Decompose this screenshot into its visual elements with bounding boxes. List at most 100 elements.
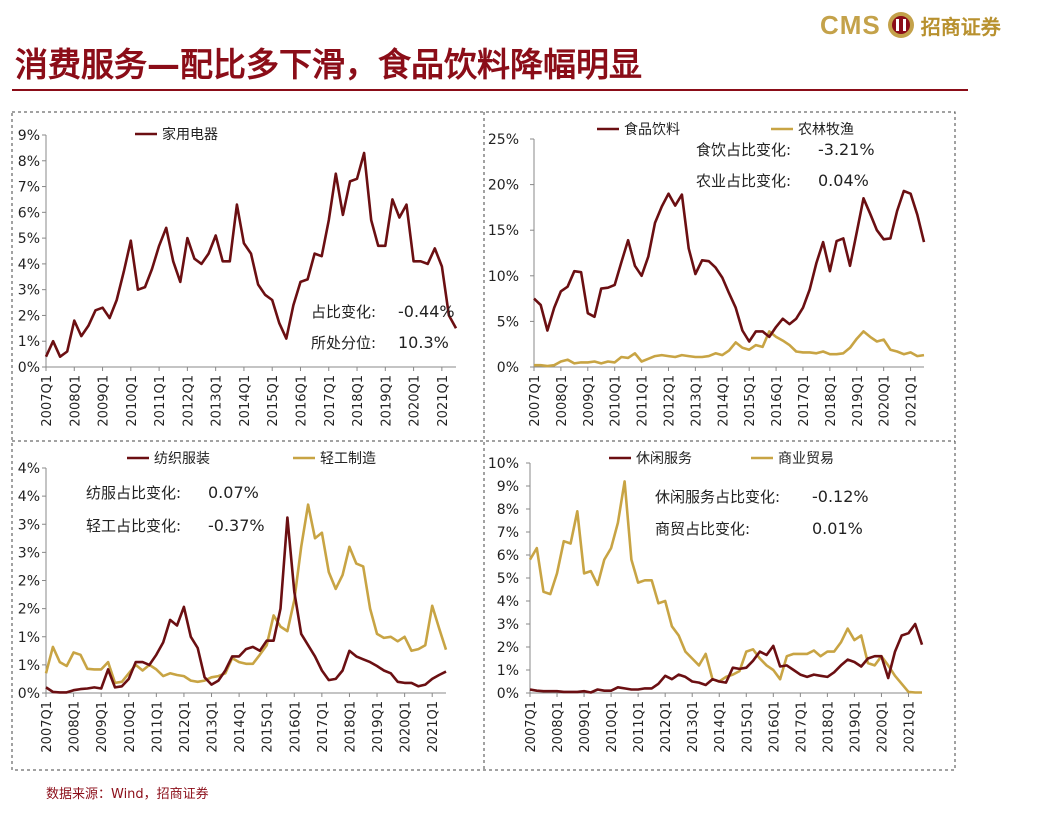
series-line-2 <box>44 503 448 685</box>
y-tick-label: 9% <box>497 479 519 495</box>
y-tick-label: 1% <box>18 630 40 646</box>
x-tick-label: 2019Q1 <box>379 375 394 427</box>
x-tick-label: 2020Q1 <box>408 375 423 427</box>
y-tick-label: 7% <box>18 180 40 196</box>
annotation-label: 休闲服务占比变化: <box>655 488 780 506</box>
x-tick-label: 2016Q1 <box>770 375 785 427</box>
series-line-1 <box>44 151 458 359</box>
legend-label: 商业贸易 <box>778 451 834 467</box>
x-tick-label: 2020Q1 <box>875 701 890 753</box>
y-tick-label: 6% <box>18 205 40 221</box>
x-tick-label: 2014Q1 <box>713 701 728 753</box>
y-tick-label: 3% <box>18 517 40 533</box>
chart-1: 0% 1% 2% 3% 4% 5% 6% 7% 8% 9% 2007Q1 2008Q1 2009Q1 20… <box>18 126 458 427</box>
x-tick-label: 2019Q1 <box>848 701 863 753</box>
y-tick-label: 4% <box>18 461 40 477</box>
x-tick-label: 2011Q1 <box>632 701 647 753</box>
x-tick-label: 2019Q1 <box>371 701 386 753</box>
source-note: 数据来源：Wind，招商证券 <box>46 787 209 802</box>
x-tick-label: 2008Q1 <box>68 701 83 753</box>
y-tick-label: 6% <box>497 548 519 564</box>
logo-emblem-icon <box>887 12 914 38</box>
annotation-value: -3.21% <box>818 140 875 159</box>
x-tick-label: 2010Q1 <box>609 375 624 427</box>
y-tick-label: 0% <box>497 360 519 376</box>
x-tick-label: 2007Q1 <box>528 375 543 427</box>
annotation-value: 0.04% <box>818 171 869 190</box>
x-tick-label: 2015Q1 <box>740 701 755 753</box>
x-tick-label: 2012Q1 <box>662 375 677 427</box>
y-tick-label: 3% <box>18 283 40 299</box>
y-tick-label: 3% <box>497 617 519 633</box>
y-tick-label: 8% <box>497 502 519 518</box>
series-line-1 <box>533 189 926 343</box>
y-tick-label: 5% <box>497 314 519 330</box>
y-tick-label: 4% <box>497 594 519 610</box>
annotation-value: 0.01% <box>812 519 863 538</box>
annotation-label: 所处分位: <box>311 334 376 352</box>
y-tick-label: 1% <box>18 658 40 674</box>
annotation-value: -0.44% <box>398 302 455 321</box>
x-tick-label: 2009Q1 <box>97 375 112 427</box>
series-line-1 <box>529 622 924 694</box>
x-tick-label: 2016Q1 <box>767 701 782 753</box>
x-tick-label: 2008Q1 <box>68 375 83 427</box>
x-tick-label: 2017Q1 <box>323 375 338 427</box>
y-tick-label: 2% <box>497 640 519 656</box>
y-tick-label: 1% <box>497 663 519 679</box>
y-tick-label: 5% <box>18 231 40 247</box>
x-tick-label: 2007Q1 <box>40 375 55 427</box>
page-title: 消费服务—配比多下滑，食品饮料降幅明显 <box>15 45 642 84</box>
series-line-2 <box>534 330 925 368</box>
x-tick-label: 2014Q1 <box>238 375 253 427</box>
x-tick-label: 2011Q1 <box>636 375 651 427</box>
x-tick-label: 2021Q1 <box>902 701 917 753</box>
x-tick-label: 2012Q1 <box>181 375 196 427</box>
chart-2: 0% 5% 10% 15% 20% 25% 2007Q1 2008Q1 2009Q1 2010Q1… <box>488 121 926 427</box>
y-tick-label: 15% <box>488 223 519 239</box>
x-tick-label: 2014Q1 <box>716 375 731 427</box>
legend-label: 休闲服务 <box>636 451 692 467</box>
annotation-label: 农业占比变化: <box>696 172 791 190</box>
x-tick-label: 2021Q1 <box>426 701 441 753</box>
legend-label: 农林牧渔 <box>798 122 854 138</box>
series-line-2 <box>528 480 922 694</box>
series-line-1 <box>45 516 447 694</box>
y-tick-label: 2% <box>18 574 40 590</box>
x-tick-label: 2015Q1 <box>261 701 276 753</box>
y-tick-label: 10% <box>488 456 519 472</box>
x-tick-label: 2010Q1 <box>605 701 620 753</box>
y-tick-label: 20% <box>488 178 519 194</box>
x-tick-label: 2021Q1 <box>436 375 451 427</box>
charts-panel: 0% 1% 2% 3% 4% 5% 6% 7% 8% 9% 2007Q1 2008Q1 2009Q1 20… <box>11 111 956 771</box>
title-divider <box>12 89 968 91</box>
annotation-value: -0.12% <box>812 487 869 506</box>
x-tick-label: 2017Q1 <box>316 701 331 753</box>
x-tick-label: 2011Q1 <box>153 375 168 427</box>
y-tick-label: 9% <box>18 128 40 144</box>
x-tick-label: 2017Q1 <box>794 701 809 753</box>
x-tick-label: 2014Q1 <box>233 701 248 753</box>
annotation-label: 商贸占比变化: <box>655 520 750 538</box>
x-tick-label: 2007Q1 <box>524 701 539 753</box>
x-tick-label: 2016Q1 <box>288 701 303 753</box>
x-tick-label: 2010Q1 <box>123 701 138 753</box>
x-tick-label: 2018Q1 <box>821 701 836 753</box>
x-tick-label: 2013Q1 <box>206 701 221 753</box>
chart-3: 0% 1% 1% 2% 2% 3% 3% 4% 4% 2007Q1 2008Q1 2009Q1 2010… <box>18 451 448 753</box>
x-tick-label: 2017Q1 <box>797 375 812 427</box>
annotation-value: 0.07% <box>208 483 259 502</box>
x-tick-label: 2008Q1 <box>551 701 566 753</box>
x-tick-label: 2015Q1 <box>266 375 281 427</box>
x-tick-label: 2015Q1 <box>743 375 758 427</box>
y-tick-label: 2% <box>18 308 40 324</box>
x-tick-label: 2011Q1 <box>150 701 165 753</box>
x-tick-label: 2016Q1 <box>294 375 309 427</box>
y-tick-label: 5% <box>497 571 519 587</box>
y-tick-label: 1% <box>18 334 40 350</box>
y-tick-label: 0% <box>497 686 519 702</box>
y-tick-label: 4% <box>18 489 40 505</box>
x-tick-label: 2018Q1 <box>824 375 839 427</box>
x-tick-label: 2008Q1 <box>555 375 570 427</box>
x-tick-label: 2009Q1 <box>95 701 110 753</box>
